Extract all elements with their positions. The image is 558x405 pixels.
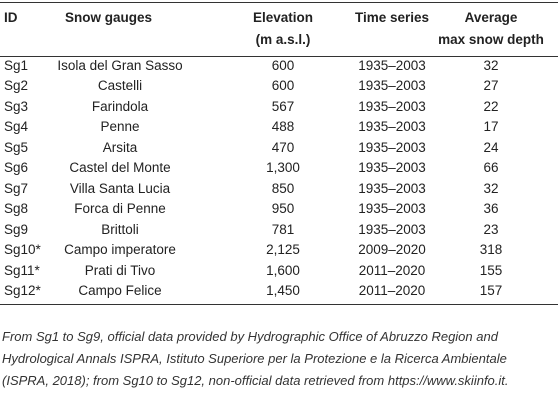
table-cell: 1,600 xyxy=(266,262,300,278)
table-cell: 36 xyxy=(483,201,499,217)
table-cell: Forca di Penne xyxy=(74,201,166,217)
table-cell: Sg7 xyxy=(4,180,29,196)
table-cell: Sg11* xyxy=(4,262,40,278)
table-cell: 1935–2003 xyxy=(358,98,426,114)
table-cell: 567 xyxy=(271,98,295,114)
table-cell: 1935–2003 xyxy=(358,139,426,155)
table-cell: 23 xyxy=(483,221,499,237)
table-cell: Penne xyxy=(100,119,140,135)
table-cell: 157 xyxy=(479,282,503,298)
header-rule xyxy=(0,56,558,57)
table-cell: Sg5 xyxy=(4,139,29,155)
table-cell: Sg6 xyxy=(4,160,29,176)
table-cell: 1935–2003 xyxy=(358,160,426,176)
bottom-rule xyxy=(0,304,558,305)
table-cell: 1935–2003 xyxy=(358,180,426,196)
table-cell: Sg10* xyxy=(4,242,41,258)
header-cell: ID xyxy=(4,10,18,25)
table-cell: Sg4 xyxy=(4,119,29,135)
table-cell: Campo imperatore xyxy=(64,242,176,258)
table-cell: 1935–2003 xyxy=(358,78,426,94)
table-cell: Sg9 xyxy=(4,221,29,237)
table-cell: 2011–2020 xyxy=(358,282,426,298)
table-cell: Arsita xyxy=(102,139,138,155)
table-cell: 850 xyxy=(271,180,295,196)
table-cell: Sg1 xyxy=(4,58,29,73)
table-cell: Castel del Monte xyxy=(69,160,171,176)
table-cell: Sg2 xyxy=(4,78,29,94)
table-cell: 2009–2020 xyxy=(358,242,426,258)
table-cell: 32 xyxy=(483,58,499,73)
table-cell: Sg3 xyxy=(4,98,29,114)
header-cell: (m a.s.l.) xyxy=(255,32,311,47)
table-cell: 318 xyxy=(479,242,503,258)
table-cell: 600 xyxy=(271,78,295,94)
table-cell: 950 xyxy=(271,201,295,217)
table-cell: Farindola xyxy=(91,98,149,114)
table-cell: Castelli xyxy=(97,78,143,94)
footnote: From Sg1 to Sg9, official data provided … xyxy=(2,329,509,388)
table-cell: 488 xyxy=(271,119,295,135)
table-cell: 2,125 xyxy=(266,242,300,258)
table-cell: Sg8 xyxy=(4,201,29,217)
table-cell: 24 xyxy=(483,139,499,155)
table-cell: 1935–2003 xyxy=(358,201,426,217)
table-cell: 600 xyxy=(271,58,295,73)
table-cell: 2011–2020 xyxy=(358,262,426,278)
table-cell: 22 xyxy=(483,98,499,114)
table-cell: 155 xyxy=(479,262,503,278)
top-rule xyxy=(0,2,558,3)
table-cell: 1,300 xyxy=(266,160,300,176)
header-cell: Elevation xyxy=(252,10,314,25)
table-cell: 1935–2003 xyxy=(358,58,426,73)
table-cell: 66 xyxy=(483,160,499,176)
table-cell: 17 xyxy=(483,119,499,135)
header-cell: Average xyxy=(464,10,518,25)
table-cell: 470 xyxy=(271,139,295,155)
header-cell: Snow gauges xyxy=(65,10,153,25)
header-cell: max snow depth xyxy=(438,32,544,47)
table-cell: Villa Santa Lucia xyxy=(69,180,171,196)
table-cell: Sg12* xyxy=(4,282,41,298)
table-cell: 781 xyxy=(271,221,295,237)
table-cell: 1935–2003 xyxy=(358,221,426,237)
table-cell: Prati di Tivo xyxy=(84,262,156,278)
table-cell: 1,450 xyxy=(266,282,300,298)
table-cell: Brittoli xyxy=(101,221,139,237)
table-cell: Isola del Gran Sasso xyxy=(57,58,183,73)
table-cell: 1935–2003 xyxy=(358,119,426,135)
header-cell: Time series xyxy=(354,10,430,25)
table-cell: 27 xyxy=(483,78,499,94)
table-cell: 32 xyxy=(483,180,499,196)
table-cell: Campo Felice xyxy=(78,282,162,298)
